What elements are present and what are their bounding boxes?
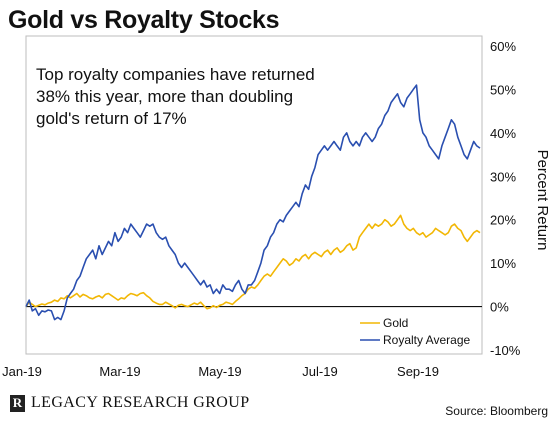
- x-tick-label: May-19: [198, 364, 241, 379]
- x-axis-ticks: Jan-19 Mar-19 May-19 Jul-19 Sep-19: [2, 364, 439, 379]
- series-line-gold: [25, 214, 481, 310]
- y-tick-label: 0%: [490, 300, 509, 315]
- plot-frame: [25, 35, 483, 355]
- company-logo: R LEGACY RESEARCH GROUP: [10, 394, 250, 412]
- y-axis-label: Percent Return: [534, 150, 551, 251]
- source-note: Source: Bloomberg: [445, 404, 548, 418]
- x-tick-label: Sep-19: [397, 364, 439, 379]
- logo-mark-icon: R: [10, 394, 25, 412]
- x-tick-label: Jan-19: [2, 364, 42, 379]
- series-line-royalty-average: [25, 84, 481, 321]
- x-tick-label: Jul-19: [302, 364, 337, 379]
- series-layer: [25, 84, 481, 321]
- y-axis-ticks: 60% 50% 40% 30% 20% 10% 0% -10%: [490, 39, 521, 358]
- y-tick-label: 10%: [490, 256, 516, 271]
- y-tick-label: -10%: [490, 343, 521, 358]
- chart-title: Gold vs Royalty Stocks: [8, 6, 280, 34]
- x-tick-label: Mar-19: [99, 364, 140, 379]
- y-tick-label: 30%: [490, 169, 516, 184]
- legend-label: Gold: [383, 316, 408, 330]
- legend: Gold Royalty Average: [360, 316, 470, 347]
- chart-annotation: Top royalty companies have returned 38% …: [36, 65, 315, 128]
- y-tick-label: 50%: [490, 82, 516, 97]
- legend-label: Royalty Average: [383, 333, 470, 347]
- y-tick-label: 40%: [490, 126, 516, 141]
- y-tick-label: 60%: [490, 39, 516, 54]
- y-tick-label: 20%: [490, 213, 516, 228]
- logo-text: LEGACY RESEARCH GROUP: [31, 394, 250, 411]
